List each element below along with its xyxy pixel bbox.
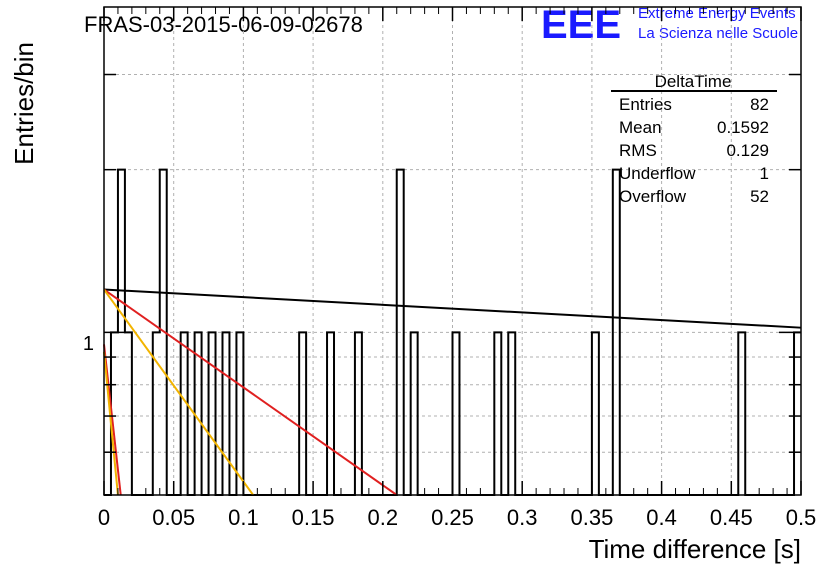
stats-title: DeltaTime (655, 72, 732, 91)
x-tick-labels: 0 0.05 0.1 0.15 0.2 0.25 0.3 0.35 0.4 0.45 0.5 (98, 505, 816, 530)
stats-value-4: 52 (750, 187, 769, 206)
x-tick-label-2: 0.1 (228, 505, 259, 530)
stats-rows: Entries 82 Mean 0.1592 RMS 0.129 Underflow 1 Ove… (619, 95, 769, 206)
stats-value-3: 1 (760, 164, 769, 183)
stats-label-4: Overflow (619, 187, 687, 206)
y-axis-label: Entries/bin (9, 42, 39, 165)
x-tick-label-8: 0.4 (646, 505, 677, 530)
x-tick-label-10: 0.5 (786, 505, 817, 530)
stats-value-2: 0.129 (726, 141, 769, 160)
y-tick-label-1: 1 (83, 333, 94, 355)
x-tick-label-4: 0.2 (368, 505, 399, 530)
x-tick-label-5: 0.25 (431, 505, 474, 530)
fit-line-1 (103, 288, 398, 496)
stats-label-3: Underflow (619, 164, 696, 183)
fit-lines (103, 288, 802, 496)
fit-line-0 (103, 288, 802, 329)
logo-mark: EEE (541, 3, 621, 47)
fit-line-4 (103, 351, 119, 496)
eee-logo: EEE Extreme Energy Events La Scienza nel… (541, 3, 798, 47)
x-tick-label-1: 0.05 (152, 505, 195, 530)
stats-box: DeltaTime Entries 82 Mean 0.1592 RMS 0.129 Und… (611, 72, 777, 206)
fit-line-3 (103, 344, 122, 496)
x-tick-label-6: 0.3 (507, 505, 538, 530)
axis-ticks (103, 7, 802, 495)
logo-line2: La Scienza nelle Scuole (638, 25, 798, 42)
stats-value-0: 82 (750, 95, 769, 114)
x-tick-label-3: 0.15 (292, 505, 335, 530)
x-tick-label-0: 0 (98, 505, 110, 530)
fit-line-2 (103, 288, 254, 496)
stats-label-2: RMS (619, 141, 657, 160)
histogram-outline (104, 168, 801, 496)
logo-line1: Extreme Energy Events (638, 5, 796, 22)
stats-label-1: Mean (619, 118, 662, 137)
stats-label-0: Entries (619, 95, 672, 114)
x-tick-label-9: 0.45 (710, 505, 753, 530)
chart-title: FRAS-03-2015-06-09-02678 (84, 12, 363, 37)
stats-value-1: 0.1592 (717, 118, 769, 137)
x-axis-label: Time difference [s] (589, 534, 801, 564)
x-tick-label-7: 0.35 (570, 505, 613, 530)
